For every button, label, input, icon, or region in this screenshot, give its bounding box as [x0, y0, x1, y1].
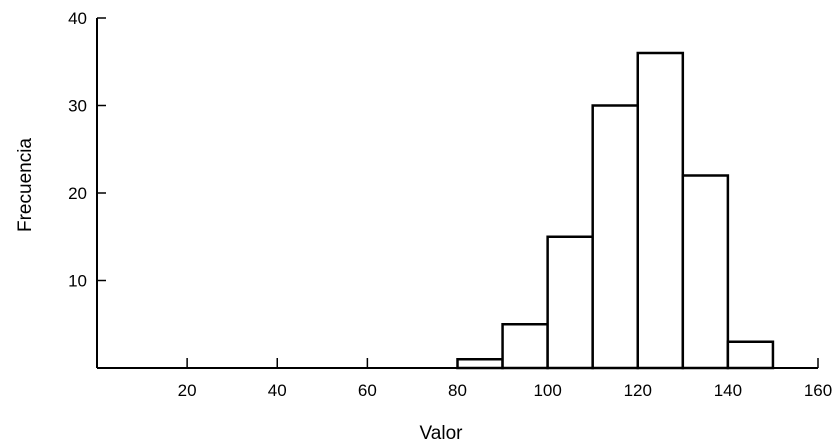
x-tick-label-160: 160	[804, 381, 832, 400]
x-axis-title: Valor	[420, 423, 464, 444]
histogram-bar-80-90	[456, 358, 504, 370]
x-tick-label-40: 40	[268, 381, 287, 400]
y-ticks-group: 10 20 30 40	[68, 9, 106, 291]
histogram-bar-140-150	[726, 340, 775, 370]
x-tick-label-140: 140	[714, 381, 742, 400]
y-tick-label-40: 40	[68, 9, 87, 28]
histogram-bar-120-130	[636, 51, 685, 370]
x-tick-label-100: 100	[533, 381, 561, 400]
y-axis-title: Frecuencia	[15, 138, 36, 232]
x-ticks-group: 20 40 60 80 100 120 140 160	[178, 358, 832, 400]
bars-group	[456, 51, 775, 370]
x-tick-label-120: 120	[624, 381, 652, 400]
histogram-bar-90-100	[501, 323, 549, 370]
x-tick-label-60: 60	[358, 381, 377, 400]
y-tick-label-20: 20	[68, 184, 87, 203]
y-tick-label-10: 10	[68, 272, 87, 291]
y-tick-label-30: 30	[68, 97, 87, 116]
histogram-bar-100-110	[546, 235, 594, 370]
x-tick-label-20: 20	[178, 381, 197, 400]
histogram-bar-110-120	[591, 104, 639, 370]
histogram-bar-130-140	[681, 174, 730, 370]
x-tick-label-80: 80	[448, 381, 467, 400]
